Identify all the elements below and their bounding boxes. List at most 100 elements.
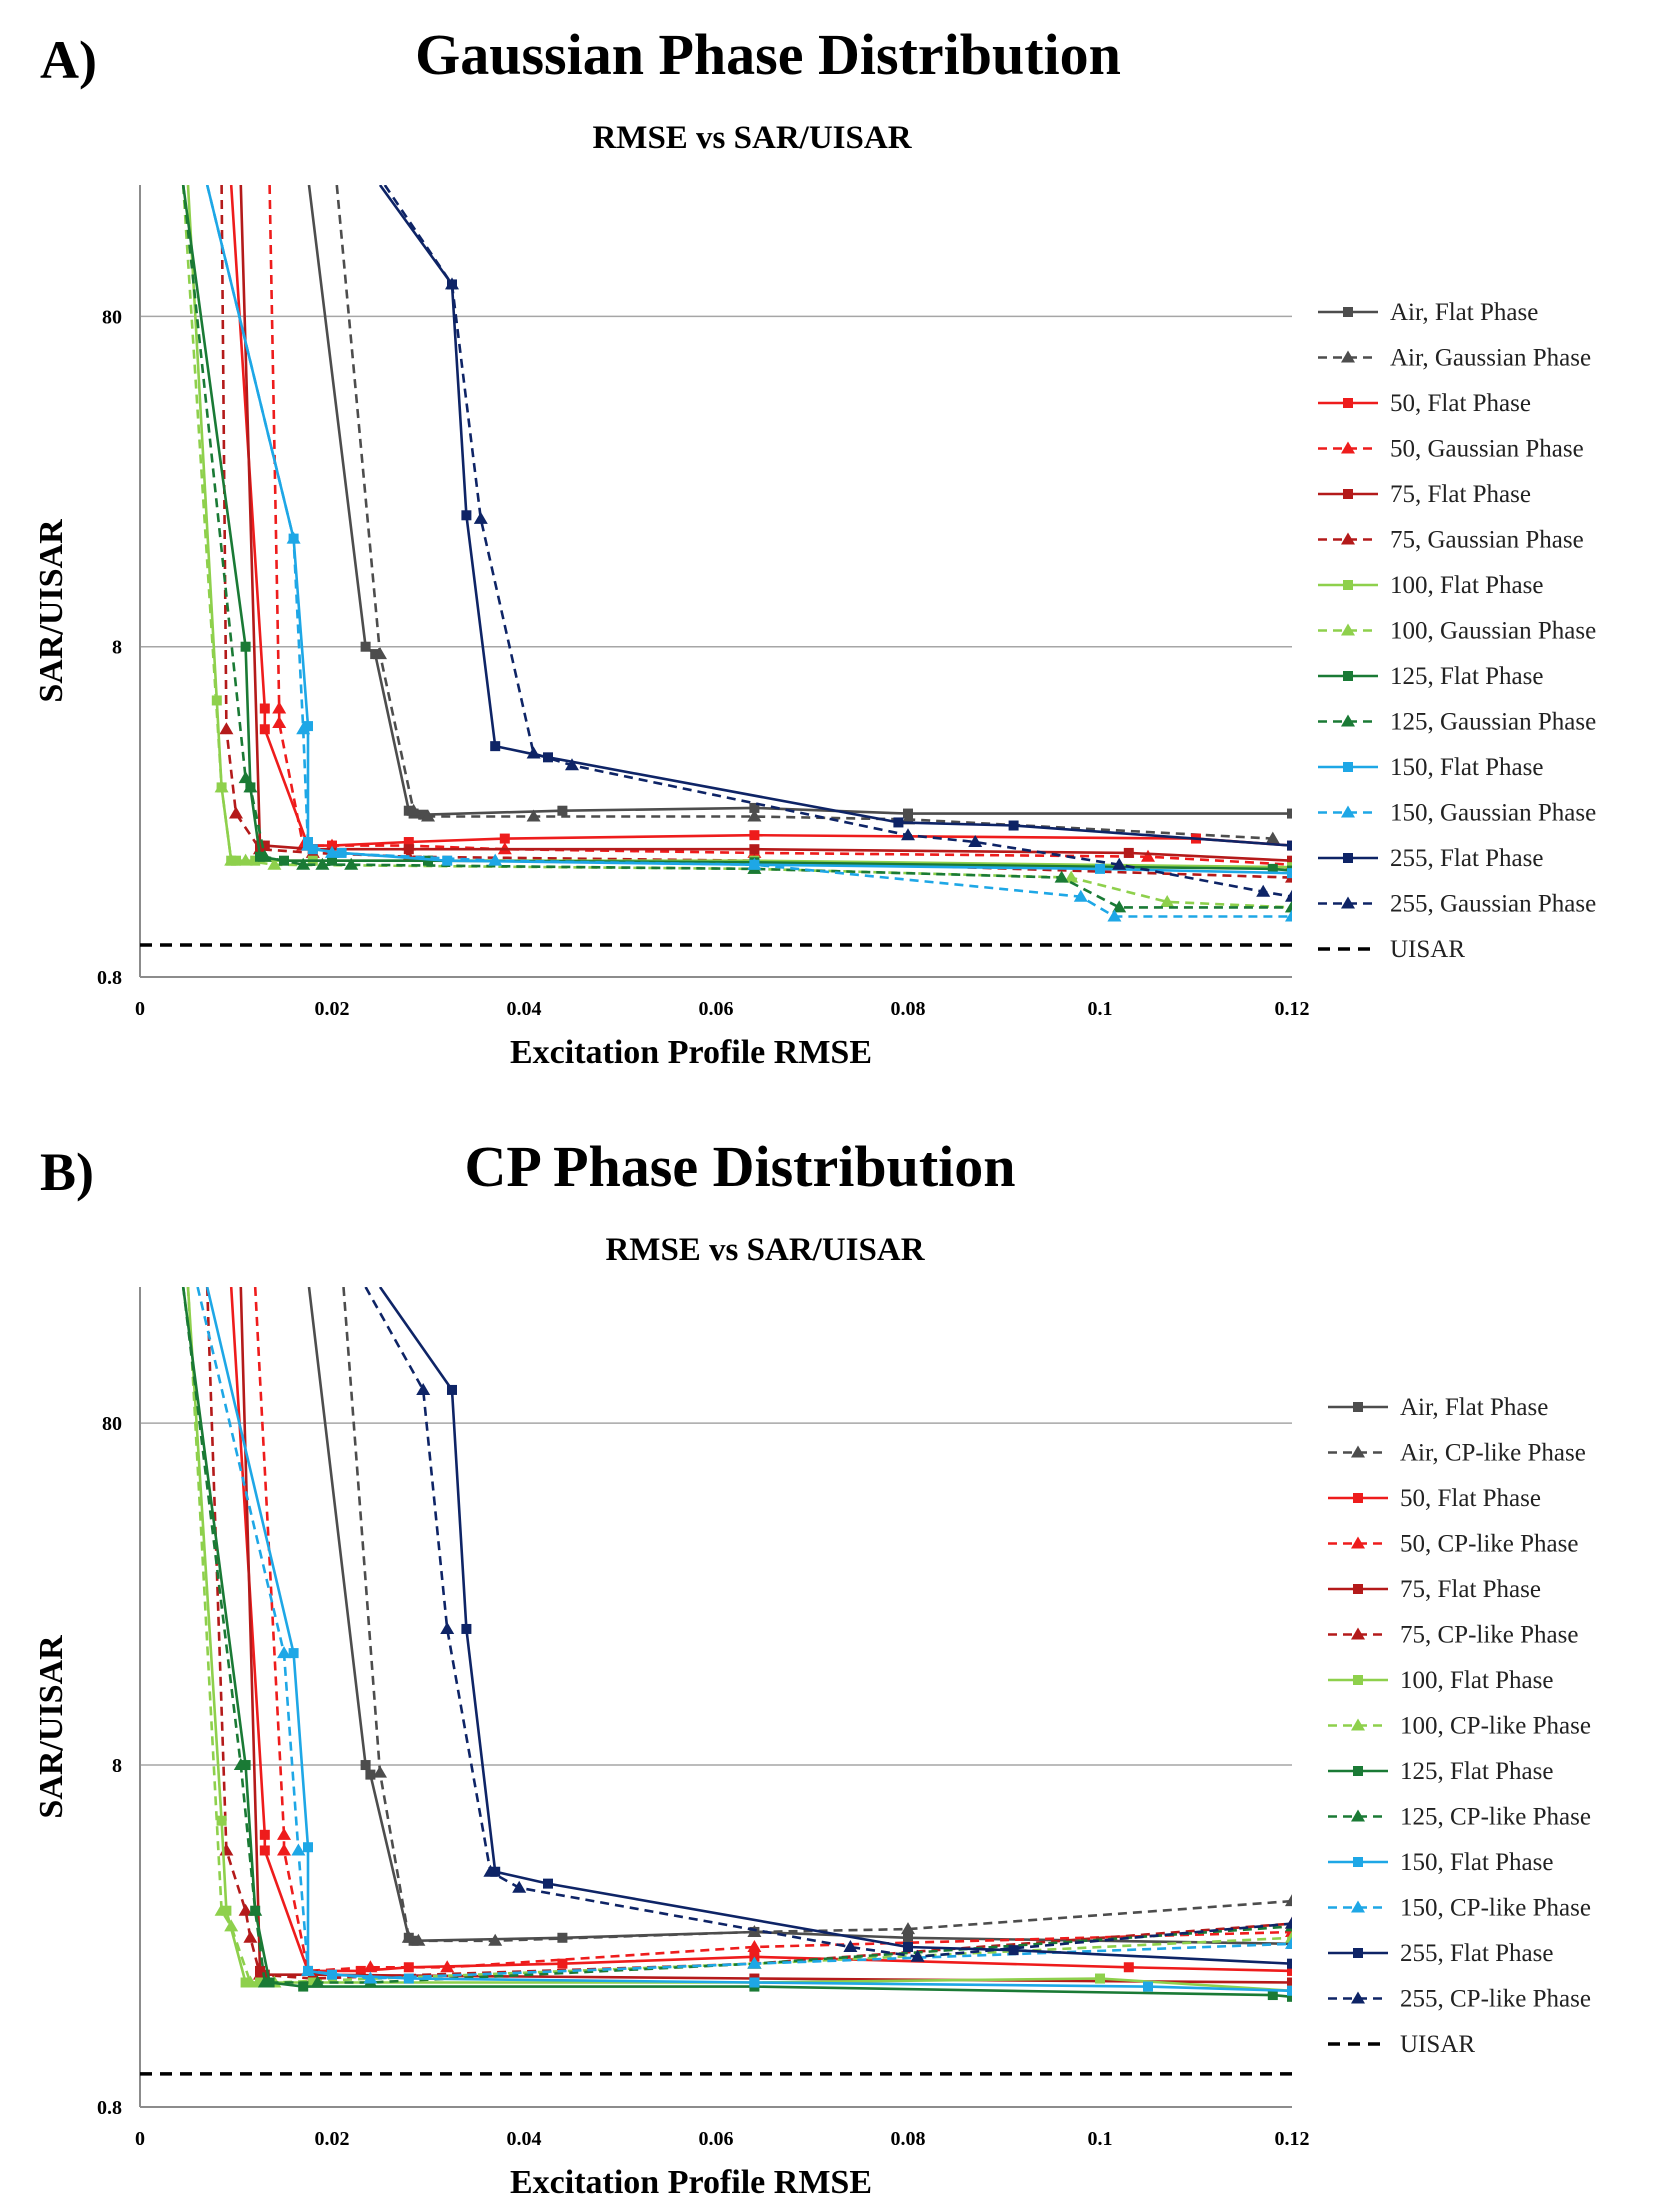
a-point-50-flat-phase bbox=[259, 703, 270, 714]
b-legend-item-50-flat-phase: 50, Flat Phase bbox=[1328, 1485, 1541, 1512]
a-point-75-flat-phase bbox=[259, 840, 270, 851]
a-point-255-flat-phase bbox=[461, 510, 472, 521]
a-point-150-gaussian-phase bbox=[1107, 909, 1122, 922]
b-x-tick-label: 0.02 bbox=[315, 2128, 350, 2150]
b-legend-item-100-cp-like-phase: 100, CP-like Phase bbox=[1328, 1713, 1591, 1740]
a-series-line-255-flat-phase bbox=[378, 185, 1292, 847]
b-legend-label: 150, CP-like Phase bbox=[1400, 1895, 1591, 1922]
chart-b-plot: 0 0.02 0.04 0.06 0.08 0.1 0.12 0.8 8 80 Excitation… bbox=[33, 1287, 1591, 2201]
b-point-air-flat-phase bbox=[557, 1932, 568, 1943]
b-point-air-flat-phase bbox=[903, 1932, 913, 1943]
a-legend-label: 75, Gaussian Phase bbox=[1390, 527, 1584, 554]
a-legend-label: 100, Gaussian Phase bbox=[1390, 618, 1596, 645]
b-point-125-flat-phase bbox=[1287, 1991, 1292, 2002]
a-x-tick-label: 0.02 bbox=[315, 998, 350, 1020]
b-legend-label: 100, Flat Phase bbox=[1400, 1667, 1553, 1694]
b-point-50-flat-phase bbox=[557, 1958, 568, 1969]
b-point-100-cp-like-phase bbox=[224, 1919, 239, 1932]
b-plot-area bbox=[140, 1287, 1292, 2076]
a-point-125-gaussian-phase bbox=[296, 857, 311, 870]
b-point-150-cp-like-phase bbox=[291, 1843, 306, 1856]
b-legend-label: 50, Flat Phase bbox=[1400, 1485, 1541, 1512]
b-legend-item-air-cp-like-phase: Air, CP-like Phase bbox=[1328, 1440, 1586, 1467]
b-point-50-flat-phase bbox=[259, 1845, 270, 1856]
b-point-100-flat-phase bbox=[307, 1977, 318, 1988]
b-point-75-cp-like-phase bbox=[243, 1930, 258, 1943]
a-legend-item-75-gaussian-phase: 75, Gaussian Phase bbox=[1318, 527, 1584, 554]
a-legend-label: 100, Flat Phase bbox=[1390, 572, 1543, 599]
b-point-150-flat-phase bbox=[288, 1648, 299, 1659]
b-legend-item-150-cp-like-phase: 150, CP-like Phase bbox=[1328, 1895, 1591, 1922]
a-point-75-flat-phase bbox=[1123, 847, 1134, 858]
b-legend-marker bbox=[1351, 1809, 1365, 1822]
a-x-tick-label: 0.06 bbox=[699, 998, 734, 1020]
b-legend-label: 255, CP-like Phase bbox=[1400, 1986, 1591, 2013]
a-point-75-gaussian-phase bbox=[229, 806, 243, 819]
b-legend-item-255-flat-phase: 255, Flat Phase bbox=[1328, 1940, 1553, 1967]
b-legend-marker bbox=[1351, 1718, 1365, 1731]
a-legend-item-255-gaussian-phase: 255, Gaussian Phase bbox=[1318, 891, 1596, 918]
b-point-100-cp-like-phase bbox=[1285, 1930, 1292, 1943]
b-point-air-cp-like-phase bbox=[401, 1930, 416, 1943]
a-point-air-flat-phase bbox=[749, 802, 760, 813]
b-point-255-cp-like-phase bbox=[512, 1880, 527, 1893]
a-point-255-flat-phase bbox=[893, 817, 904, 828]
b-legend-item-75-cp-like-phase: 75, CP-like Phase bbox=[1328, 1622, 1578, 1649]
b-y-tick-label: 8 bbox=[112, 1755, 122, 1777]
a-point-air-flat-phase bbox=[360, 641, 371, 652]
a-series-line-50-gaussian-phase bbox=[268, 185, 1292, 866]
b-point-255-flat-phase bbox=[1287, 1958, 1292, 1969]
a-legend-item-air-gaussian-phase: Air, Gaussian Phase bbox=[1318, 345, 1591, 372]
b-point-255-cp-like-phase bbox=[483, 1864, 498, 1877]
b-legend-marker bbox=[1353, 1493, 1363, 1503]
b-series-line-100-cp-like-phase bbox=[186, 1287, 1292, 1984]
a-x-tick-label: 0.1 bbox=[1088, 998, 1113, 1020]
chart-a-plot: 0 0.02 0.04 0.06 0.08 0.1 0.12 0.8 8 80 Excitation… bbox=[33, 185, 1596, 1071]
a-x-axis-title: Excitation Profile RMSE bbox=[510, 1034, 872, 1071]
b-point-100-cp-like-phase bbox=[214, 1903, 229, 1916]
a-point-150-flat-phase bbox=[1095, 863, 1105, 874]
b-legend-label: 100, CP-like Phase bbox=[1400, 1713, 1591, 1740]
a-point-air-gaussian-phase bbox=[406, 803, 421, 816]
b-legend-marker bbox=[1351, 1445, 1365, 1458]
a-legend-marker bbox=[1343, 671, 1353, 681]
a-point-150-gaussian-phase bbox=[325, 845, 339, 858]
a-point-air-gaussian-phase bbox=[526, 809, 541, 822]
a-point-125-gaussian-phase bbox=[243, 780, 258, 793]
b-legend-marker bbox=[1353, 1584, 1363, 1594]
a-x-tick-label: 0.04 bbox=[507, 998, 542, 1020]
b-point-150-cp-like-phase bbox=[277, 1646, 291, 1659]
a-point-50-flat-phase bbox=[749, 830, 760, 841]
b-legend-item-255-cp-like-phase: 255, CP-like Phase bbox=[1328, 1986, 1591, 2013]
b-series-line-255-flat-phase bbox=[378, 1287, 1292, 1965]
a-series-line-100-flat-phase bbox=[186, 185, 1292, 869]
a-point-125-flat-phase bbox=[1267, 863, 1278, 874]
a-legend-label: UISAR bbox=[1390, 936, 1465, 963]
b-legend-label: UISAR bbox=[1400, 2031, 1475, 2058]
a-legend-label: 75, Flat Phase bbox=[1390, 481, 1531, 508]
a-legend-item-125-gaussian-phase: 125, Gaussian Phase bbox=[1318, 709, 1596, 736]
a-y-axis-title: SAR/UISAR bbox=[33, 519, 70, 703]
b-point-150-flat-phase bbox=[327, 1969, 337, 1980]
b-legend-label: Air, CP-like Phase bbox=[1400, 1440, 1586, 1467]
b-point-255-cp-like-phase bbox=[416, 1382, 431, 1395]
a-legend-marker bbox=[1343, 307, 1353, 317]
b-point-50-flat-phase bbox=[1123, 1962, 1134, 1973]
a-legend-label: 125, Flat Phase bbox=[1390, 663, 1543, 690]
a-point-125-gaussian-phase bbox=[1112, 900, 1127, 913]
b-legend-item-125-flat-phase: 125, Flat Phase bbox=[1328, 1758, 1553, 1785]
a-point-125-gaussian-phase bbox=[238, 771, 253, 784]
b-x-tick-label: 0.12 bbox=[1275, 2128, 1310, 2150]
a-point-100-gaussian-phase bbox=[1160, 894, 1175, 907]
b-legend-marker bbox=[1353, 1948, 1363, 1958]
a-legend-marker bbox=[1341, 714, 1355, 727]
b-x-tick-label: 0.1 bbox=[1088, 2128, 1113, 2150]
a-point-150-gaussian-phase bbox=[488, 853, 503, 866]
b-series-line-255-cp-like-phase bbox=[364, 1287, 1292, 1959]
a-legend-label: 150, Gaussian Phase bbox=[1390, 800, 1596, 827]
a-point-75-flat-phase bbox=[403, 844, 414, 855]
a-legend-marker bbox=[1341, 350, 1355, 363]
a-legend-marker bbox=[1343, 580, 1353, 590]
b-legend-label: Air, Flat Phase bbox=[1400, 1394, 1548, 1421]
b-point-125-flat-phase bbox=[240, 1760, 251, 1771]
